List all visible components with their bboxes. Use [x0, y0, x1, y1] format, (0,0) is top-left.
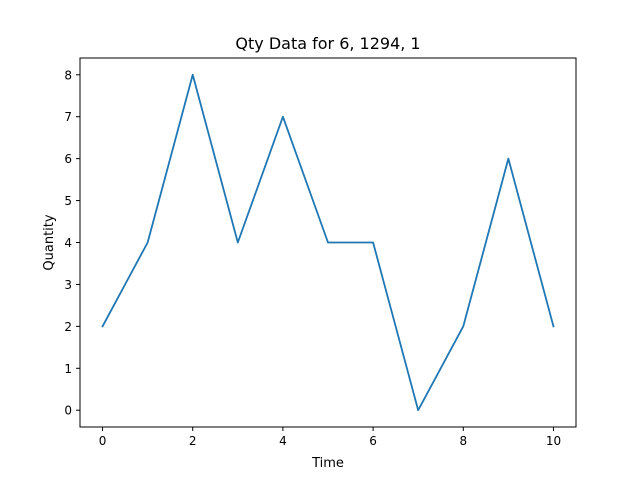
chart-title: Qty Data for 6, 1294, 1	[235, 34, 420, 53]
x-axis-label: Time	[311, 456, 344, 471]
y-tick-label: 0	[64, 404, 72, 418]
plot-frame	[79, 57, 577, 428]
x-tick-label: 0	[99, 434, 107, 448]
y-tick-label: 6	[64, 152, 72, 166]
y-tick-label: 8	[64, 68, 72, 82]
y-tick-label: 1	[64, 362, 72, 376]
y-tick-label: 4	[64, 236, 72, 250]
y-axis-ticks: 0 1 2 3 4 5 6 7 8	[64, 68, 80, 418]
x-axis-ticks: 0 2 4 6 8 10	[99, 427, 561, 448]
y-tick-label: 5	[64, 194, 72, 208]
x-tick-label: 4	[279, 434, 287, 448]
series-layer	[101, 73, 555, 412]
y-axis-label: Quantity	[42, 214, 57, 270]
x-tick-label: 8	[459, 434, 467, 448]
x-tick-label: 6	[369, 434, 377, 448]
x-tick-label: 2	[189, 434, 197, 448]
y-tick-label: 7	[64, 110, 72, 124]
y-tick-label: 3	[64, 278, 72, 292]
y-tick-label: 2	[64, 320, 72, 334]
series-line	[101, 73, 555, 412]
x-tick-label: 10	[546, 434, 561, 448]
